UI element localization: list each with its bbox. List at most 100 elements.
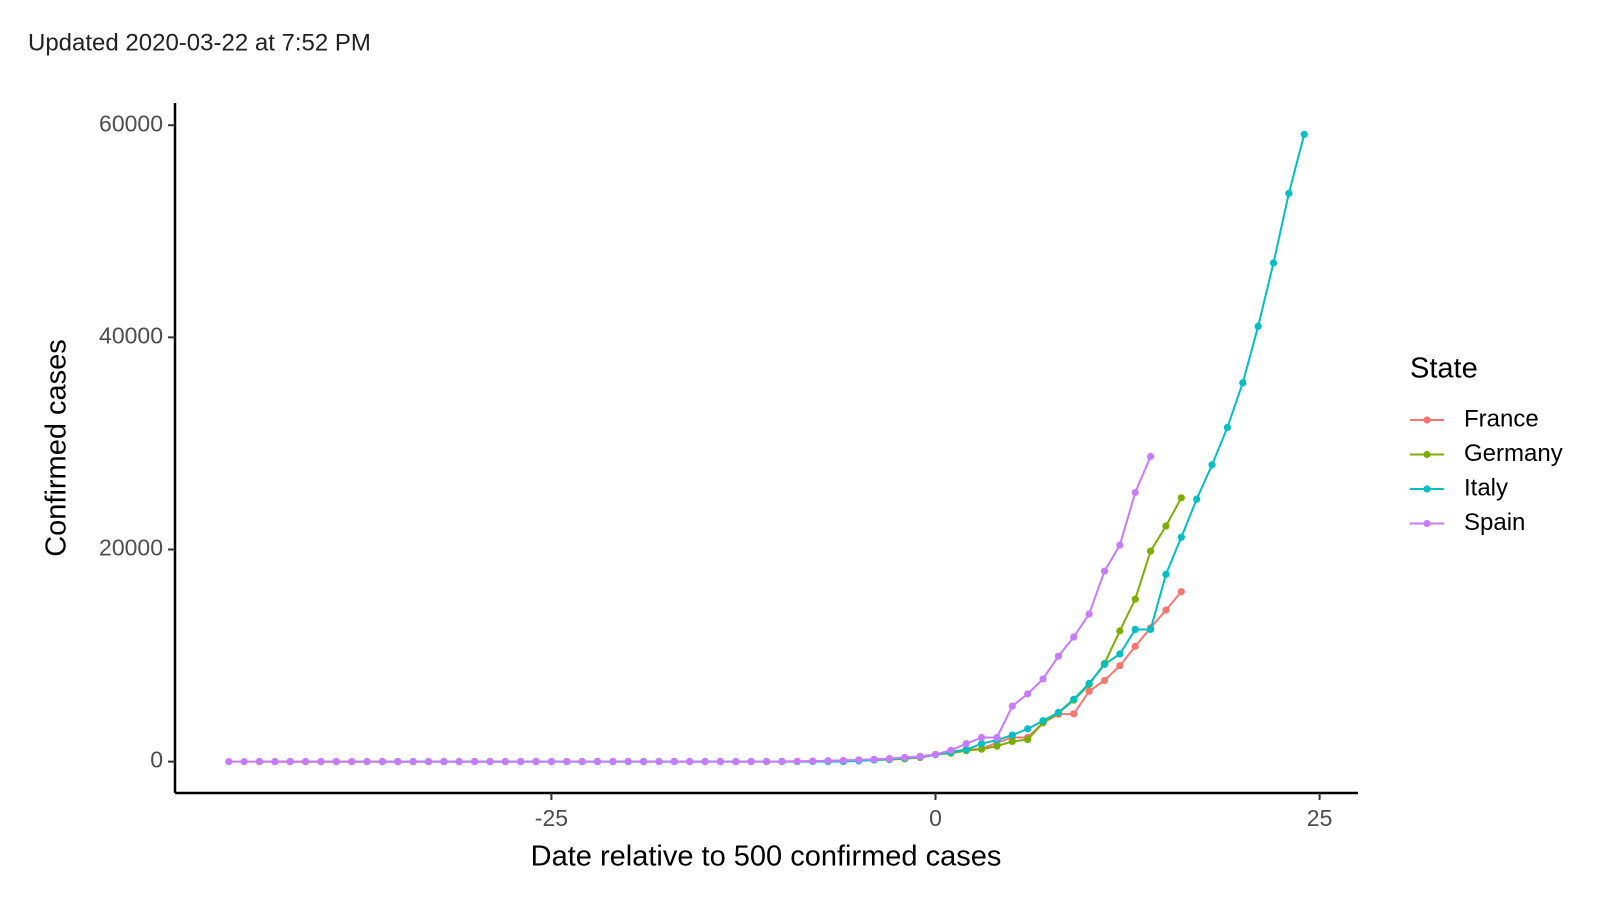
data-point — [885, 755, 894, 763]
data-point — [993, 742, 1001, 750]
data-point — [255, 758, 264, 766]
data-point — [993, 733, 1001, 742]
data-point — [409, 758, 417, 766]
x-axis-label: Date relative to 500 confirmed cases — [531, 841, 1002, 873]
data-point — [424, 758, 433, 766]
data-point — [808, 757, 817, 765]
legend-marker — [1423, 450, 1431, 459]
data-point — [593, 758, 602, 766]
legend-title: State — [1410, 353, 1478, 385]
data-point — [578, 758, 586, 766]
data-point — [1208, 461, 1216, 469]
data-point — [1239, 379, 1247, 387]
data-point — [1039, 717, 1047, 725]
x-tick-label: -25 — [535, 805, 568, 831]
data-point — [977, 740, 986, 748]
data-point — [962, 746, 970, 754]
data-point — [962, 740, 970, 748]
data-point — [686, 758, 694, 766]
data-point — [1254, 322, 1262, 330]
data-point — [1131, 625, 1139, 634]
data-point — [1146, 625, 1155, 634]
data-point — [532, 758, 540, 766]
data-point — [501, 758, 509, 766]
data-point — [271, 758, 279, 766]
data-point — [855, 756, 863, 764]
data-point — [947, 746, 955, 754]
data-point — [839, 756, 847, 764]
data-point — [1177, 494, 1185, 502]
data-point — [1193, 495, 1201, 503]
data-point — [225, 758, 233, 766]
data-point — [778, 757, 786, 766]
data-point — [1269, 259, 1278, 267]
data-point — [470, 758, 479, 766]
data-point — [1054, 708, 1063, 717]
data-point — [1223, 423, 1232, 432]
data-point — [1024, 735, 1032, 744]
data-point — [701, 758, 709, 766]
legend-label: Spain — [1464, 509, 1525, 536]
data-point — [1116, 541, 1124, 549]
data-point — [1285, 189, 1293, 197]
data-point — [1054, 652, 1063, 660]
y-tick-label: 20000 — [99, 535, 163, 561]
legend-label: Germany — [1464, 440, 1563, 467]
data-point — [455, 758, 463, 766]
data-point — [1116, 662, 1124, 670]
y-axis-label: Confirmed cases — [41, 339, 73, 557]
data-point — [639, 758, 648, 766]
data-point — [332, 758, 340, 766]
legend-label: France — [1464, 405, 1539, 432]
data-point — [762, 757, 771, 766]
data-point — [1008, 702, 1016, 710]
data-point — [1085, 610, 1093, 618]
y-tick-label: 40000 — [99, 322, 163, 348]
data-point — [440, 758, 448, 766]
data-point — [1085, 679, 1093, 688]
data-point — [977, 745, 986, 753]
data-point — [1070, 633, 1078, 641]
data-point — [747, 757, 755, 766]
data-point — [901, 753, 909, 761]
legend-marker — [1423, 485, 1431, 493]
data-point — [824, 757, 832, 765]
data-point — [317, 758, 325, 766]
data-point — [1146, 547, 1155, 555]
data-point — [517, 758, 525, 766]
data-point — [348, 758, 356, 766]
data-point — [1100, 567, 1109, 575]
data-point — [1008, 731, 1016, 739]
data-point — [1162, 606, 1170, 614]
data-point — [563, 758, 571, 766]
data-point — [1162, 522, 1170, 530]
data-point — [1024, 690, 1032, 698]
data-point — [1131, 642, 1139, 650]
y-tick-label: 0 — [150, 747, 163, 773]
data-point — [1131, 595, 1139, 603]
data-point — [624, 758, 632, 766]
data-point — [931, 750, 940, 759]
x-tick-label: 0 — [929, 805, 942, 831]
data-point — [655, 758, 663, 766]
data-point — [1177, 588, 1185, 596]
data-point — [977, 733, 986, 742]
data-point — [1116, 627, 1124, 635]
data-point — [1116, 650, 1124, 658]
chart-subtitle: Updated 2020-03-22 at 7:52 PM — [28, 29, 371, 56]
data-point — [363, 758, 371, 766]
data-point — [870, 755, 878, 763]
data-point — [286, 758, 294, 766]
data-point — [240, 758, 248, 766]
y-tick-label: 60000 — [99, 110, 163, 136]
data-point — [1070, 695, 1078, 703]
legend-marker — [1423, 519, 1431, 528]
data-point — [378, 758, 387, 766]
data-point — [486, 758, 494, 766]
data-point — [394, 758, 402, 766]
data-point — [547, 758, 556, 766]
data-point — [916, 752, 924, 760]
legend-marker — [1423, 416, 1431, 424]
